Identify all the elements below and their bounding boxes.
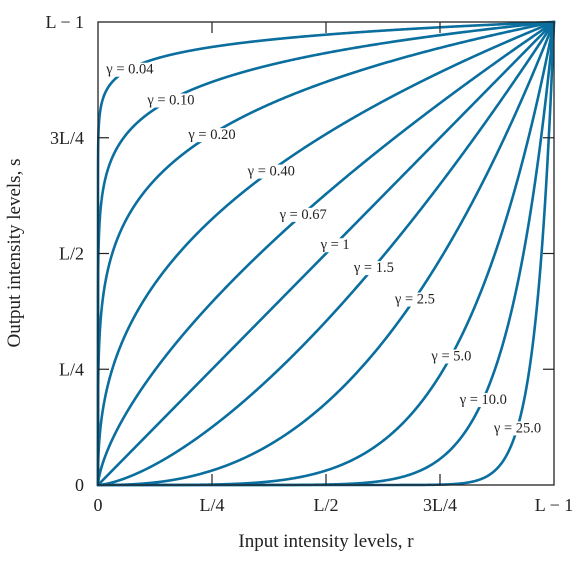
curve-label-gamma-0-4: γ = 0.40	[244, 164, 297, 180]
y-axis-title: Output intensity levels, s	[4, 159, 25, 348]
y-tick-label-3: 3L/4	[50, 128, 84, 148]
curves-group	[96, 20, 556, 487]
curve-label-text: γ = 0.67	[279, 207, 327, 223]
curve-label-gamma-0-2: γ = 0.20	[185, 127, 238, 143]
x-tick-label-0: 0	[94, 495, 103, 515]
curve-label-bg	[350, 261, 396, 276]
curve-label-bg	[456, 393, 509, 408]
x-tick-label-2: L/2	[314, 495, 339, 515]
x-tick-label-4: L − 1	[535, 495, 573, 515]
curve-label-text: γ = 0.10	[146, 93, 194, 109]
curve-label-text: γ = 1.5	[353, 260, 394, 276]
y-tick-label-2: L/2	[59, 244, 84, 264]
curve-gamma-0-4	[96, 20, 556, 487]
curve-label-gamma-10: γ = 10.0	[456, 392, 509, 408]
x-tick-label-1: L/4	[200, 495, 225, 515]
curve-label-text: γ = 0.04	[105, 62, 154, 78]
curve-label-bg	[144, 93, 197, 108]
curve-label-bg	[185, 128, 238, 143]
curve-gamma-0-2	[96, 20, 556, 487]
curve-label-bg	[317, 238, 352, 253]
y-tick-label-4: L − 1	[46, 12, 84, 32]
ticks-group: 0 L/4 L/2 3L/4 L − 1 0 L/4 L/2 3L/4 L − 1	[46, 12, 574, 515]
curve-label-gamma-0-67: γ = 0.67	[276, 207, 329, 223]
curve-gamma-1	[96, 20, 556, 487]
curve-gamma-0-04	[96, 20, 556, 487]
curve-label-gamma-0-04: γ = 0.04	[103, 62, 157, 78]
curve-label-gamma-1-5: γ = 1.5	[350, 260, 396, 276]
curve-label-bg	[428, 349, 474, 364]
curve-label-text: γ = 2.5	[394, 292, 435, 308]
x-tick-label-3: 3L/4	[423, 495, 457, 515]
x-axis-title: Input intensity levels, r	[238, 531, 414, 552]
curve-label-text: γ = 1	[320, 237, 350, 253]
curve-label-bg	[276, 207, 329, 222]
curve-gamma-0-67	[96, 20, 556, 487]
curve-label-text: γ = 5.0	[430, 349, 471, 365]
curve-label-bg	[490, 421, 544, 436]
curve-label-bg	[103, 62, 157, 77]
curve-label-gamma-25: γ = 25.0	[490, 420, 544, 436]
y-tick-label-1: L/4	[59, 359, 84, 379]
curve-labels-group: γ = 0.04 γ = 0.10 γ = 0.20 γ = 0.40 γ = 0.67…	[103, 62, 544, 436]
curve-label-gamma-1: γ = 1	[317, 237, 352, 253]
curve-label-text: γ = 0.40	[247, 164, 295, 180]
curve-label-gamma-2-5: γ = 2.5	[391, 292, 437, 308]
curve-gamma-0-1	[96, 20, 556, 487]
curve-label-text: γ = 10.0	[459, 392, 507, 408]
curve-label-gamma-5: γ = 5.0	[428, 349, 474, 365]
curve-label-bg	[244, 164, 297, 179]
curve-label-bg	[391, 292, 437, 307]
curve-label-gamma-0-1: γ = 0.10	[144, 93, 197, 109]
y-tick-label-0: 0	[75, 475, 84, 495]
curve-label-text: γ = 0.20	[187, 127, 235, 143]
curve-label-text: γ = 25.0	[493, 420, 541, 436]
